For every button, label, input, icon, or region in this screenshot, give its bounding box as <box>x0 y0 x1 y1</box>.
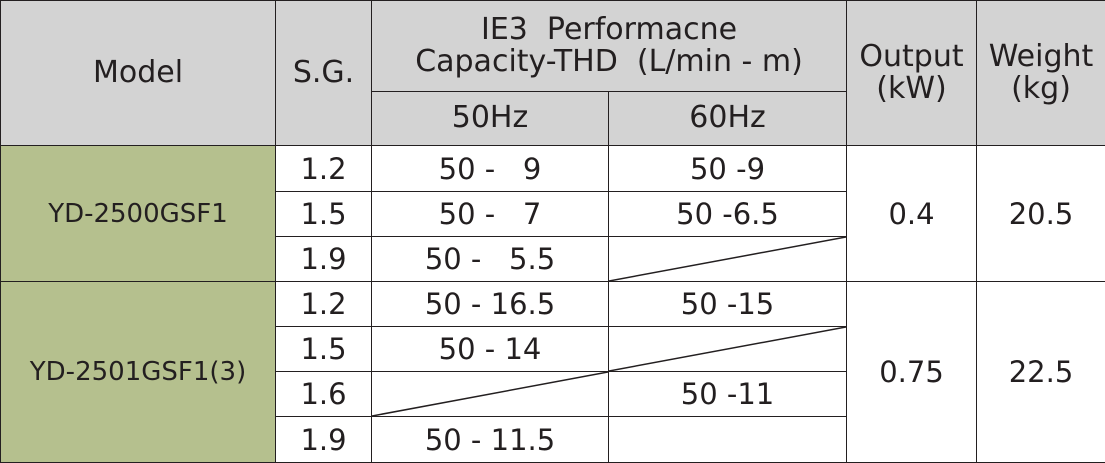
header-performance: IE3 Performacne Capacity-THD (L/min - m) <box>370 0 848 92</box>
capacity-50hz-cell: 50 - 5.5 <box>371 236 609 282</box>
header-output-line1: Output <box>859 38 964 74</box>
sg-cell: 1.5 <box>275 326 372 372</box>
capacity-60hz-cell <box>607 416 848 463</box>
empty-slash-cell <box>607 236 848 282</box>
sg-cell: 1.5 <box>275 191 372 237</box>
header-weight-line2: (kg) <box>1011 71 1071 106</box>
capacity-50hz-cell: 50 - 11.5 <box>371 416 609 463</box>
diagonal-slash-line <box>609 327 846 371</box>
sg-cell: 1.6 <box>275 371 372 417</box>
header-performance-line1: IE3 Performacne <box>480 11 738 47</box>
capacity-60hz-cell: 50 -9 <box>607 145 848 192</box>
capacity-60hz-cell: 50 -15 <box>607 281 848 327</box>
empty-slash-cell <box>371 371 609 417</box>
header-model: Model <box>0 0 276 146</box>
capacity-50hz-cell: 50 - 16.5 <box>371 281 609 327</box>
header-output: Output (kW) <box>846 0 978 146</box>
sg-cell: 1.9 <box>275 236 372 282</box>
model-cell: YD-2501GSF1(3) <box>0 281 276 463</box>
sg-cell: 1.2 <box>275 145 372 192</box>
capacity-50hz-cell: 50 - 7 <box>371 191 609 237</box>
weight-cell: 22.5 <box>976 281 1105 463</box>
sg-cell: 1.9 <box>275 416 372 463</box>
header-60hz: 60Hz <box>607 91 848 146</box>
capacity-50hz-cell: 50 - 9 <box>371 145 609 192</box>
model-cell: YD-2500GSF1 <box>0 145 276 282</box>
capacity-60hz-cell: 50 -6.5 <box>607 191 848 237</box>
weight-cell: 20.5 <box>976 145 1105 282</box>
header-output-line2: (kW) <box>876 71 947 106</box>
diagonal-slash-line <box>372 372 608 416</box>
header-sg: S.G. <box>275 0 372 146</box>
output-cell: 0.75 <box>846 281 978 463</box>
header-weight: Weight (kg) <box>976 0 1105 146</box>
capacity-60hz-cell: 50 -11 <box>607 371 848 417</box>
sg-cell: 1.2 <box>275 281 372 327</box>
empty-slash-cell <box>607 326 848 372</box>
header-performance-line2: Capacity-THD (L/min - m) <box>415 44 803 79</box>
header-weight-line1: Weight <box>988 38 1094 74</box>
header-50hz: 50Hz <box>371 91 609 146</box>
diagonal-slash-line <box>609 237 846 281</box>
output-cell: 0.4 <box>846 145 978 282</box>
capacity-50hz-cell: 50 - 14 <box>371 326 609 372</box>
